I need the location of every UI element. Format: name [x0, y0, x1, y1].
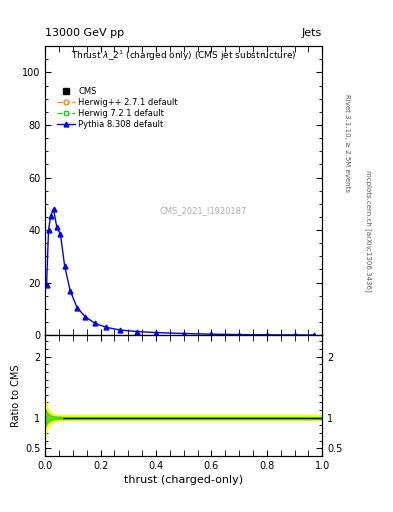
X-axis label: thrust (charged-only): thrust (charged-only) [124, 475, 243, 485]
Text: CMS_2021_I1920187: CMS_2021_I1920187 [160, 206, 247, 216]
Text: 13000 GeV pp: 13000 GeV pp [45, 28, 124, 38]
Y-axis label: Ratio to CMS: Ratio to CMS [11, 364, 21, 426]
Text: Rivet 3.1.10, ≥ 2.5M events: Rivet 3.1.10, ≥ 2.5M events [344, 94, 350, 193]
Text: Thrust $\lambda\_2^1$ (charged only) (CMS jet substructure): Thrust $\lambda\_2^1$ (charged only) (CM… [71, 49, 296, 63]
Text: Jets: Jets [302, 28, 322, 38]
Legend: CMS, Herwig++ 2.7.1 default, Herwig 7.2.1 default, Pythia 8.308 default: CMS, Herwig++ 2.7.1 default, Herwig 7.2.… [55, 85, 180, 131]
Text: mcplots.cern.ch [arXiv:1306.3436]: mcplots.cern.ch [arXiv:1306.3436] [365, 169, 372, 291]
